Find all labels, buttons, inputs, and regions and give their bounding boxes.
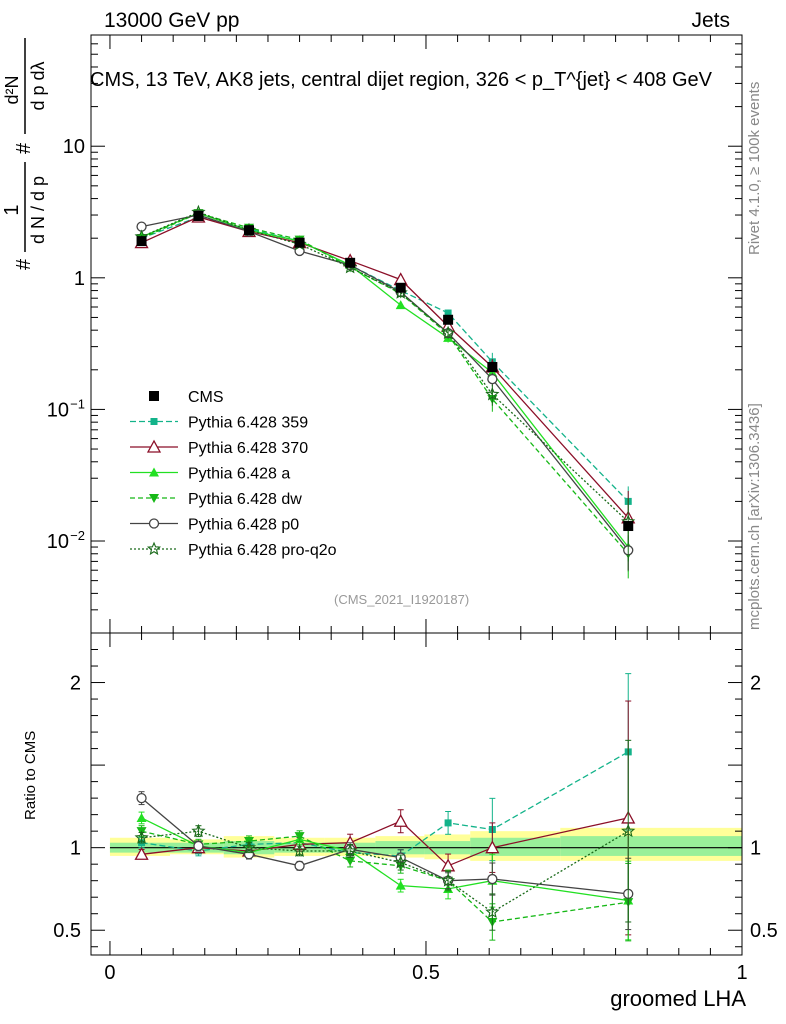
ratio-point-pythia-6-428-dw — [345, 856, 356, 866]
ratio-point-pythia-6-428-pro-q2o — [241, 840, 257, 854]
cms-data-point — [193, 210, 204, 221]
x-tick-label: 0 — [104, 962, 115, 984]
cms-data-point — [395, 282, 406, 293]
header-right: Jets — [691, 9, 730, 32]
ratio-point-pythia-6-428-pro-q2o — [621, 823, 636, 838]
ratio-point-pythia-6-428-p0 — [487, 873, 498, 885]
legend-marker-pythia-6-428-p0 — [148, 518, 160, 529]
x-tick-label: 1 — [736, 962, 747, 984]
cms-data-point — [487, 362, 498, 373]
legend-marker-pythia-6-428-a — [149, 467, 159, 477]
y-tick-label: 10 — [47, 531, 69, 553]
ratio-point-pythia-6-428-370 — [134, 846, 149, 860]
series-line-pythia-6-428-pro-q2o — [141, 211, 629, 523]
ratio-point-pythia-6-428-dw — [294, 832, 305, 842]
y-tick-label: 10 — [63, 136, 85, 158]
ratio-point-pythia-6-428-pro-q2o — [134, 830, 149, 844]
ratio-point-pythia-6-428-pro-q2o — [485, 904, 500, 919]
y-title-denominator: d N / d p — [28, 176, 48, 244]
ratio-point-pythia-6-428-a — [136, 812, 147, 822]
legend-label-pythia-6-428-pro-q2o: Pythia 6.428 pro-q2o — [188, 542, 337, 559]
ratio-tick-label-right: 2 — [750, 673, 761, 695]
band-green — [470, 837, 561, 856]
ratio-tick-label: 1 — [70, 838, 81, 860]
ratio-point-pythia-6-428-370 — [485, 840, 500, 854]
ratio-point-pythia-6-428-p0 — [136, 792, 147, 804]
y-tick-label: 1 — [74, 268, 85, 290]
legend-label-pythia-6-428-370: Pythia 6.428 370 — [188, 440, 308, 457]
x-tick-label: 0.5 — [412, 962, 440, 984]
series-point-pythia-6-428-a — [487, 367, 498, 377]
ratio-point-pythia-6-428-pro-q2o — [343, 843, 358, 857]
chart-title: CMS, 13 TeV, AK8 jets, central dijet reg… — [90, 69, 713, 91]
cms-data-point — [136, 236, 147, 247]
ratio-point-pythia-6-428-pro-q2o — [393, 855, 408, 869]
y-tick-exponent: −1 — [70, 396, 85, 411]
y-title-numerator2: d²N — [2, 75, 22, 104]
series-point-pythia-6-428-a — [395, 300, 406, 310]
legend-label-pythia-6-428-p0: Pythia 6.428 p0 — [188, 517, 299, 534]
legend-label-pythia-6-428-359: Pythia 6.428 359 — [188, 415, 308, 432]
cms-data-point — [345, 257, 356, 268]
y-tick-exponent: −2 — [70, 528, 85, 543]
y-title-hash: # — [13, 258, 35, 270]
series-point-pythia-6-428-pro-q2o — [485, 386, 500, 401]
series-point-pythia-6-428-p0 — [487, 373, 498, 385]
legend-label-cms: CMS — [188, 389, 224, 406]
x-axis-title: groomed LHA — [610, 986, 746, 1011]
ratio-point-pythia-6-428-pro-q2o — [441, 873, 456, 887]
y-tick-label: 10 — [47, 399, 69, 421]
ratio-point-pythia-6-428-pro-q2o — [292, 843, 307, 857]
ratio-point-pythia-6-428-p0 — [294, 860, 305, 871]
legend-marker-pythia-6-428-pro-q2o — [146, 541, 162, 556]
legend-marker-pythia-6-428-359 — [150, 418, 158, 425]
ratio-tick-label-right: 1 — [750, 838, 761, 860]
y-title-hash2: # — [13, 142, 35, 154]
ratio-point-pythia-6-428-370 — [393, 813, 408, 827]
ratio-tick-label: 2 — [70, 673, 81, 695]
cms-data-point — [443, 314, 454, 325]
band-green — [560, 836, 742, 856]
series-point-pythia-6-428-359 — [444, 309, 452, 317]
legend-marker-pythia-6-428-370 — [146, 439, 162, 453]
y-title-numerator: 1 — [1, 204, 23, 215]
ratio-plot-frame — [90, 632, 743, 956]
cms-data-point — [244, 225, 255, 236]
ratio-point-pythia-6-428-359 — [444, 819, 452, 827]
ratio-point-pythia-6-428-p0 — [193, 840, 204, 852]
legend-label-pythia-6-428-a: Pythia 6.428 a — [188, 466, 290, 483]
header-left: 13000 GeV pp — [104, 9, 240, 32]
y-title-denominator2: d p dλ — [28, 61, 48, 110]
ratio-point-pythia-6-428-pro-q2o — [191, 823, 206, 838]
ratio-tick-label-right: 0.5 — [750, 920, 778, 942]
legend-marker-pythia-6-428-dw — [149, 494, 159, 503]
legend-marker-cms — [149, 391, 159, 401]
legend-label-pythia-6-428-dw: Pythia 6.428 dw — [188, 491, 302, 508]
main-y-axis-title: #1 d N / d p # d²N d p dλ — [1, 38, 48, 270]
cms-data-point — [294, 237, 305, 248]
ratio-point-pythia-6-428-a — [395, 880, 406, 890]
series-point-pythia-6-428-pro-q2o — [441, 325, 456, 340]
cms-data-point — [623, 521, 634, 532]
ratio-tick-label: 0.5 — [53, 920, 81, 942]
analysis-reference: (CMS_2021_I1920187) — [334, 592, 470, 607]
